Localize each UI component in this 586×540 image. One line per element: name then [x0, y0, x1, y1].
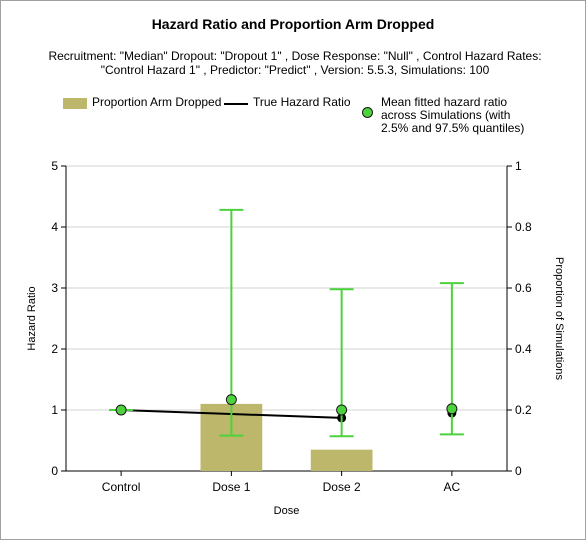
- y-tick-label: 3: [51, 281, 58, 295]
- y-tick-label: 5: [51, 159, 58, 173]
- x-tick-label: Dose 1: [212, 480, 250, 494]
- legend-label: Proportion Arm Dropped: [92, 95, 222, 109]
- y-right-tick-label: 0.6: [515, 281, 532, 295]
- y-right-tick-label: 0.2: [515, 403, 532, 417]
- legend-item-mean-fitted-hazard-ratio: Mean fitted hazard ratio across Simulati…: [362, 96, 529, 135]
- y-axis-right-title: Proportion of Simulations: [553, 257, 565, 380]
- y-right-tick-label: 0.8: [515, 220, 532, 234]
- chart-title: Hazard Ratio and Proportion Arm Dropped: [151, 16, 435, 32]
- legend-label: True Hazard Ratio: [253, 95, 351, 109]
- legend-item-true-hazard-ratio: True Hazard Ratio: [224, 96, 351, 109]
- y-right-tick-label: 0.4: [515, 342, 532, 356]
- mean-point: [336, 404, 348, 416]
- y-tick-label: 1: [51, 403, 58, 417]
- y-tick-label: 2: [51, 342, 58, 356]
- legend-swatch-dot: [362, 107, 373, 118]
- y-axis-title: Hazard Ratio: [26, 286, 38, 350]
- x-tick-label: Control: [102, 480, 141, 494]
- legend-label: Mean fitted hazard ratio across Simulati…: [381, 95, 525, 135]
- bar: [310, 449, 373, 471]
- mean-point: [225, 394, 237, 406]
- y-tick-label: 0: [51, 464, 58, 478]
- y-right-tick-label: 0: [515, 464, 522, 478]
- mean-point: [446, 403, 458, 415]
- x-axis-title: Dose: [274, 505, 300, 517]
- y-right-tick-label: 1: [515, 159, 522, 173]
- x-tick-label: Dose 2: [323, 480, 361, 494]
- legend: Proportion Arm Dropped True Hazard Ratio…: [0, 92, 586, 137]
- mean-point: [115, 404, 127, 416]
- legend-item-proportion-arm-dropped: Proportion Arm Dropped: [63, 96, 221, 109]
- x-tick-label: AC: [444, 480, 461, 494]
- chart-subtitle: Recruitment: "Median" Dropout: "Dropout …: [48, 49, 542, 77]
- legend-swatch-bar: [63, 98, 87, 109]
- y-tick-label: 4: [51, 220, 58, 234]
- legend-swatch-line: [224, 103, 248, 105]
